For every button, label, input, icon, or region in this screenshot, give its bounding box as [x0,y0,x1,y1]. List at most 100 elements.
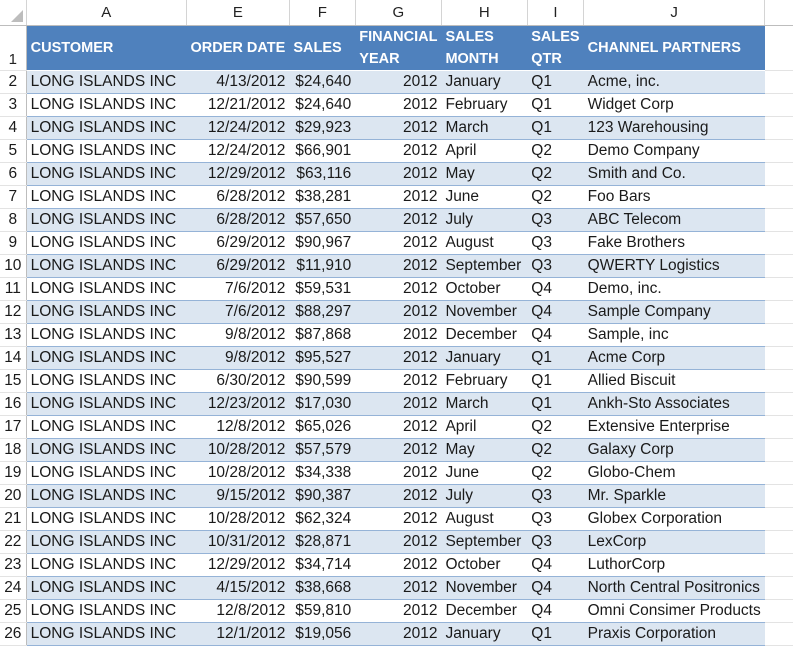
row-number[interactable]: 10 [0,254,27,278]
cell-customer[interactable]: LONG ISLANDS INC [26,461,187,485]
cell-order-date[interactable]: 9/8/2012 [186,346,290,370]
cell-sales[interactable]: $57,579 [289,438,356,462]
column-header-e[interactable]: E [186,0,290,26]
header-financial-year[interactable]: FINANCIAL YEAR [355,25,442,71]
column-header-f[interactable]: F [289,0,356,26]
empty-cell[interactable] [764,25,793,71]
empty-cell[interactable] [764,300,793,324]
cell-sales-qtr[interactable]: Q2 [527,162,584,186]
cell-customer[interactable]: LONG ISLANDS INC [26,553,187,577]
cell-sales-month[interactable]: June [441,461,528,485]
empty-cell[interactable] [764,530,793,554]
cell-order-date[interactable]: 12/29/2012 [186,553,290,577]
cell-sales-month[interactable]: June [441,185,528,209]
cell-sales-qtr[interactable]: Q3 [527,208,584,232]
cell-channel-partner[interactable]: Demo, inc. [583,277,765,301]
cell-financial-year[interactable]: 2012 [355,530,442,554]
cell-sales-qtr[interactable]: Q4 [527,576,584,600]
cell-customer[interactable]: LONG ISLANDS INC [26,507,187,531]
cell-sales[interactable]: $95,527 [289,346,356,370]
cell-channel-partner[interactable]: Acme Corp [583,346,765,370]
cell-financial-year[interactable]: 2012 [355,576,442,600]
cell-sales[interactable]: $88,297 [289,300,356,324]
cell-order-date[interactable]: 6/28/2012 [186,185,290,209]
cell-financial-year[interactable]: 2012 [355,599,442,623]
empty-cell[interactable] [764,277,793,301]
cell-channel-partner[interactable]: Sample, inc [583,323,765,347]
header-sales-qtr[interactable]: SALES QTR [527,25,584,71]
cell-channel-partner[interactable]: Omni Consimer Products [583,599,765,623]
cell-customer[interactable]: LONG ISLANDS INC [26,599,187,623]
cell-channel-partner[interactable]: Demo Company [583,139,765,163]
row-number[interactable]: 8 [0,208,27,232]
cell-sales-month[interactable]: December [441,323,528,347]
cell-channel-partner[interactable]: Widget Corp [583,93,765,117]
empty-cell[interactable] [764,622,793,646]
cell-sales[interactable]: $24,640 [289,70,356,94]
cell-order-date[interactable]: 10/28/2012 [186,438,290,462]
cell-financial-year[interactable]: 2012 [355,438,442,462]
cell-sales-qtr[interactable]: Q1 [527,369,584,393]
cell-channel-partner[interactable]: Acme, inc. [583,70,765,94]
cell-financial-year[interactable]: 2012 [355,369,442,393]
cell-customer[interactable]: LONG ISLANDS INC [26,392,187,416]
empty-cell[interactable] [764,461,793,485]
cell-financial-year[interactable]: 2012 [355,231,442,255]
row-number[interactable]: 16 [0,392,27,416]
row-number[interactable]: 17 [0,415,27,439]
row-number[interactable]: 4 [0,116,27,140]
cell-customer[interactable]: LONG ISLANDS INC [26,576,187,600]
cell-sales-month[interactable]: November [441,576,528,600]
cell-sales-month[interactable]: September [441,530,528,554]
column-header-j[interactable]: J [583,0,766,26]
row-number[interactable]: 26 [0,622,27,646]
cell-customer[interactable]: LONG ISLANDS INC [26,438,187,462]
empty-cell[interactable] [764,254,793,278]
cell-order-date[interactable]: 6/29/2012 [186,254,290,278]
cell-sales-qtr[interactable]: Q4 [527,300,584,324]
header-sales-month[interactable]: SALES MONTH [441,25,528,71]
cell-channel-partner[interactable]: North Central Positronics [583,576,765,600]
empty-cell[interactable] [764,208,793,232]
cell-sales[interactable]: $34,338 [289,461,356,485]
select-all-button[interactable] [0,0,27,26]
cell-financial-year[interactable]: 2012 [355,553,442,577]
cell-sales-month[interactable]: April [441,139,528,163]
cell-sales-month[interactable]: March [441,116,528,140]
cell-financial-year[interactable]: 2012 [355,484,442,508]
empty-cell[interactable] [764,70,793,94]
cell-sales[interactable]: $59,810 [289,599,356,623]
row-number[interactable]: 23 [0,553,27,577]
cell-financial-year[interactable]: 2012 [355,93,442,117]
cell-sales[interactable]: $90,967 [289,231,356,255]
row-number[interactable]: 1 [0,25,27,71]
cell-order-date[interactable]: 12/24/2012 [186,116,290,140]
cell-customer[interactable]: LONG ISLANDS INC [26,116,187,140]
cell-sales-qtr[interactable]: Q3 [527,484,584,508]
cell-financial-year[interactable]: 2012 [355,507,442,531]
cell-order-date[interactable]: 12/29/2012 [186,162,290,186]
column-header-i[interactable]: I [527,0,585,26]
cell-sales[interactable]: $65,026 [289,415,356,439]
cell-sales[interactable]: $38,281 [289,185,356,209]
header-customer[interactable]: CUSTOMER [26,25,187,71]
cell-financial-year[interactable]: 2012 [355,70,442,94]
empty-cell[interactable] [764,139,793,163]
empty-cell[interactable] [764,415,793,439]
empty-cell[interactable] [764,553,793,577]
cell-order-date[interactable]: 10/28/2012 [186,461,290,485]
cell-channel-partner[interactable]: Globex Corporation [583,507,765,531]
cell-sales[interactable]: $90,599 [289,369,356,393]
cell-sales-qtr[interactable]: Q4 [527,599,584,623]
cell-channel-partner[interactable]: LexCorp [583,530,765,554]
cell-customer[interactable]: LONG ISLANDS INC [26,139,187,163]
cell-sales[interactable]: $63,116 [289,162,356,186]
cell-sales-qtr[interactable]: Q3 [527,507,584,531]
cell-sales[interactable]: $90,387 [289,484,356,508]
cell-financial-year[interactable]: 2012 [355,622,442,646]
cell-financial-year[interactable]: 2012 [355,300,442,324]
cell-financial-year[interactable]: 2012 [355,162,442,186]
empty-cell[interactable] [764,93,793,117]
cell-sales[interactable]: $59,531 [289,277,356,301]
cell-customer[interactable]: LONG ISLANDS INC [26,70,187,94]
